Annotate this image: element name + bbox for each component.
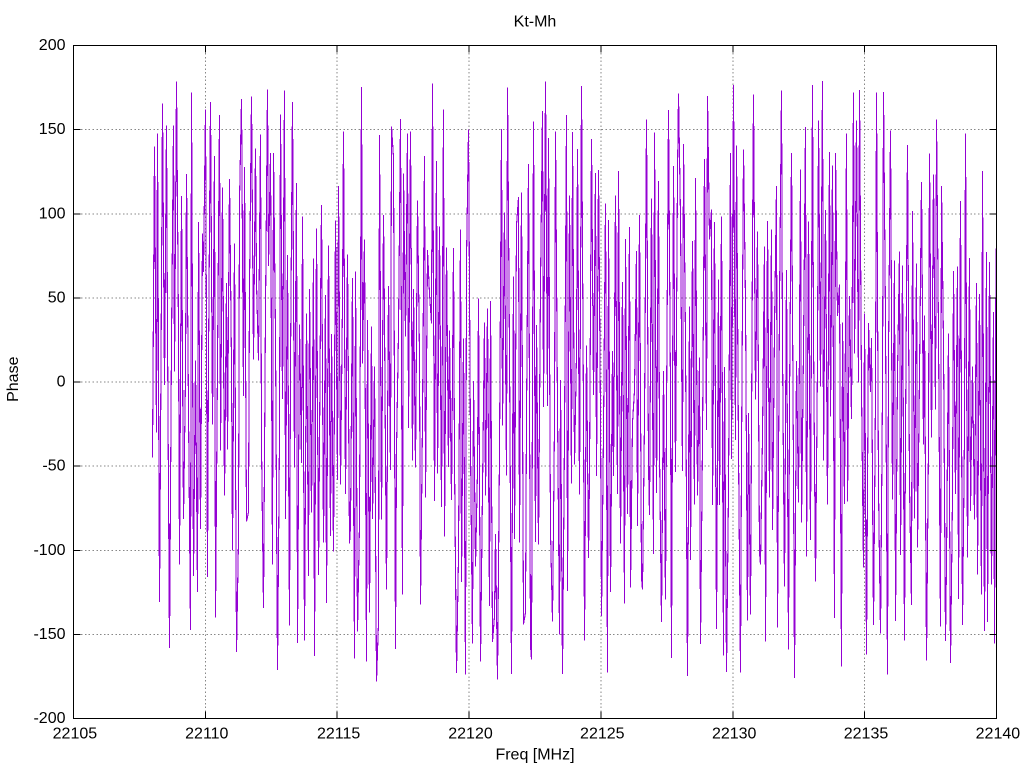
svg-text:Phase: Phase <box>5 356 22 401</box>
svg-text:-50: -50 <box>42 458 65 475</box>
svg-text:22135: 22135 <box>844 726 889 743</box>
svg-text:0: 0 <box>57 374 66 391</box>
svg-text:22130: 22130 <box>712 726 757 743</box>
svg-text:150: 150 <box>39 121 66 138</box>
svg-text:22140: 22140 <box>976 726 1021 743</box>
svg-text:100: 100 <box>39 205 66 222</box>
svg-text:22115: 22115 <box>317 726 360 743</box>
svg-text:22120: 22120 <box>448 726 493 743</box>
svg-text:-150: -150 <box>33 626 65 643</box>
svg-text:-200: -200 <box>33 710 65 727</box>
svg-text:-100: -100 <box>33 542 65 559</box>
svg-text:22105: 22105 <box>53 726 98 743</box>
svg-text:22125: 22125 <box>580 726 625 743</box>
svg-text:Kt-Mh: Kt-Mh <box>514 14 557 31</box>
svg-text:50: 50 <box>48 290 66 307</box>
svg-text:200: 200 <box>39 37 66 54</box>
svg-text:22110: 22110 <box>185 726 228 743</box>
svg-text:Freq [MHz]: Freq [MHz] <box>495 747 574 764</box>
